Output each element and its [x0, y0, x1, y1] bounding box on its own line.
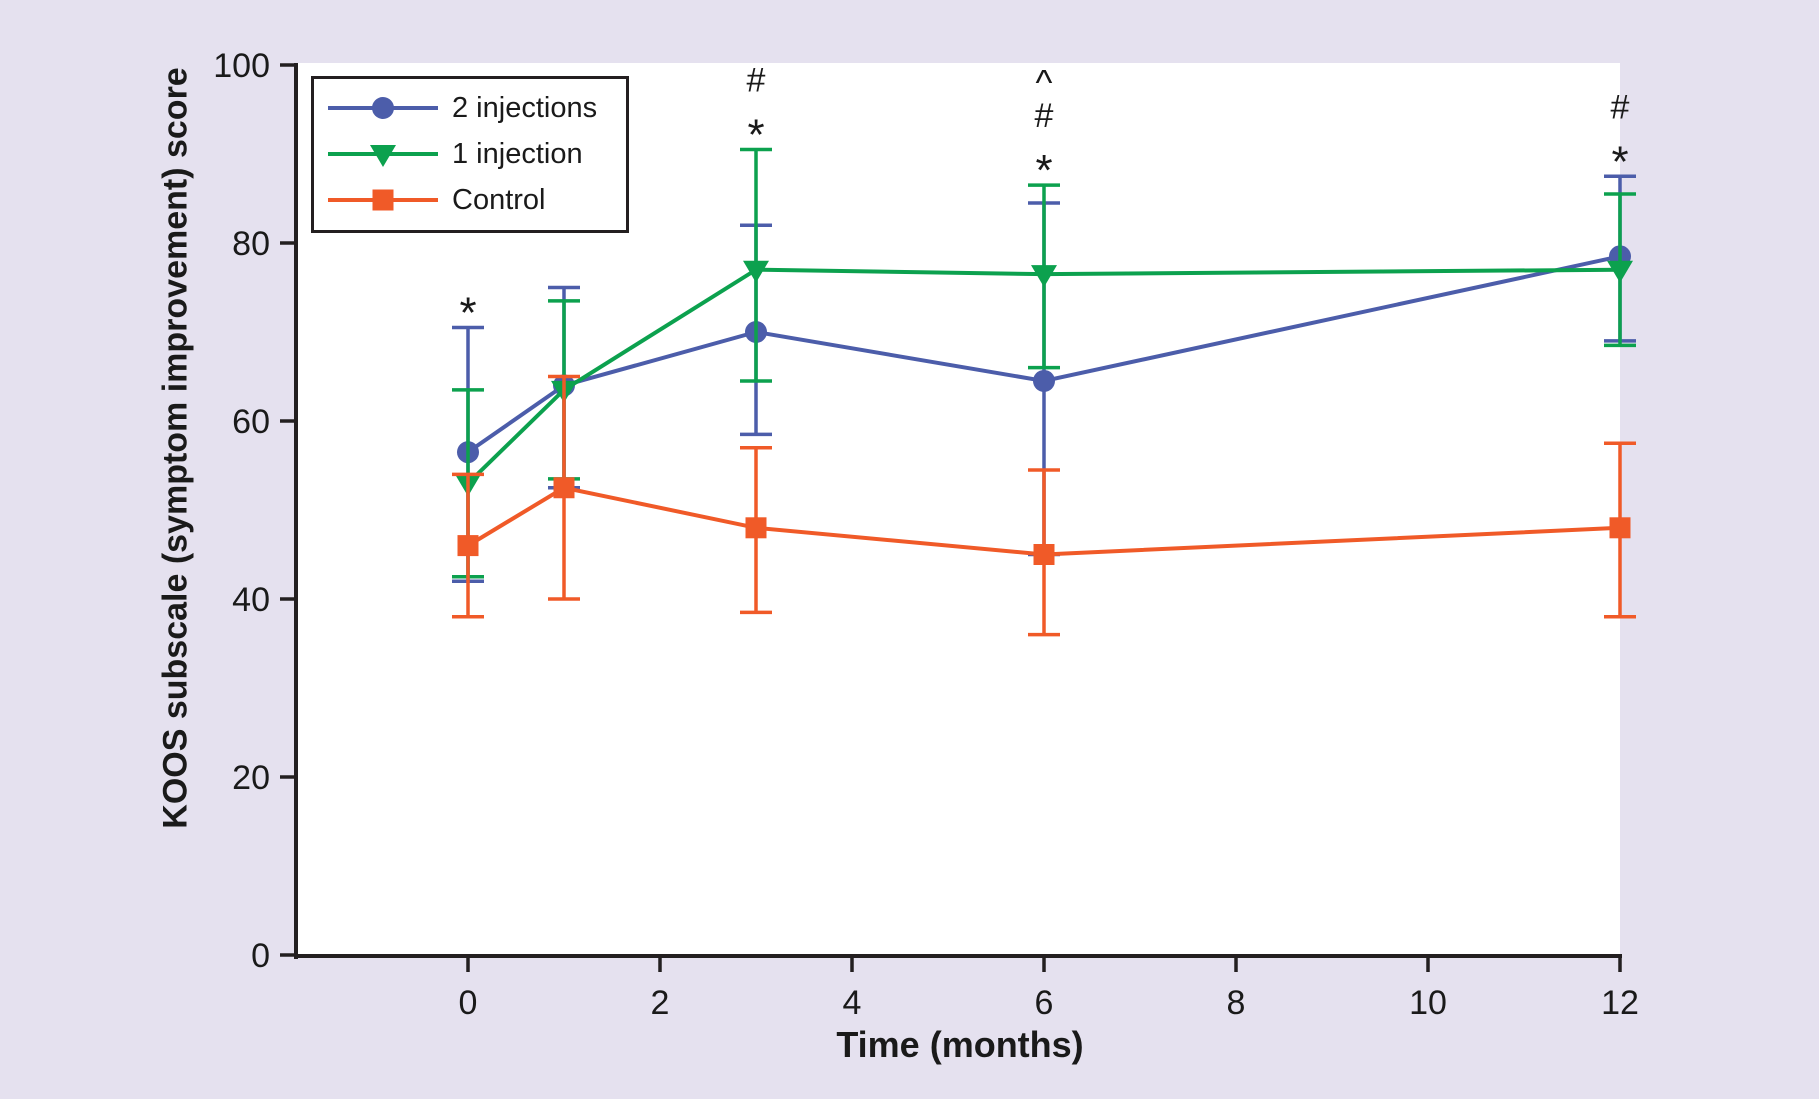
- control-point-month-0: [457, 535, 479, 557]
- legend-marker-square-icon: [328, 189, 438, 211]
- control-point-month-3: [745, 517, 767, 539]
- legend-label: Control: [452, 183, 546, 216]
- significance-symbol: *: [747, 111, 764, 160]
- y-tick-label-0: 0: [251, 937, 270, 975]
- 2-injections-point-month-6: [1033, 369, 1055, 392]
- y-tick-label-40: 40: [232, 581, 270, 619]
- legend-marker: [372, 97, 394, 119]
- significance-symbol: *: [1035, 146, 1052, 195]
- 1-injection-point-month-12: [1607, 260, 1633, 283]
- significance-markers-month-6: * #^: [1035, 62, 1054, 195]
- control-point-month-6: [1033, 544, 1055, 565]
- x-tick-label-8: 8: [1227, 984, 1246, 1022]
- control-point-month-1: [553, 477, 575, 499]
- significance-symbol: ^: [1036, 62, 1053, 103]
- y-axis-title: KOOS subscale (symptom improvement) scor…: [156, 67, 195, 829]
- legend-item-control: Control: [326, 177, 626, 223]
- legend-marker: [372, 189, 394, 211]
- x-tick-label-6: 6: [1035, 984, 1054, 1022]
- 1-injection-point-month-3: [743, 260, 769, 283]
- significance-markers-month-12: *#: [1611, 88, 1630, 186]
- legend-label: 1 injection: [452, 137, 583, 170]
- legend-item-2-injections: 2 injections: [326, 85, 626, 131]
- legend-label: 2 injections: [452, 91, 598, 124]
- significance-markers-month-3: *#: [747, 62, 766, 160]
- series-control: [452, 374, 1636, 637]
- legend: 2 injections 1 injection Control: [311, 76, 629, 233]
- significance-symbol: *: [1611, 137, 1628, 186]
- x-tick-label-2: 2: [651, 984, 670, 1022]
- x-tick-label-0: 0: [459, 984, 478, 1022]
- x-tick-label-10: 10: [1409, 984, 1447, 1022]
- significance-symbol: #: [1035, 97, 1054, 135]
- 1-injection-point-month-6: [1031, 265, 1057, 288]
- y-tick-label-60: 60: [232, 403, 270, 441]
- x-axis-title: Time (months): [836, 1024, 1084, 1065]
- significance-symbol: #: [747, 62, 766, 100]
- significance-symbol: *: [459, 289, 476, 338]
- x-tick-label-4: 4: [843, 984, 862, 1022]
- significance-symbol: #: [1611, 88, 1630, 126]
- legend-marker-circle-icon: [328, 97, 438, 119]
- control-point-month-12: [1609, 517, 1631, 539]
- y-tick-label-20: 20: [232, 759, 270, 797]
- legend-item-1-injection: 1 injection: [326, 131, 626, 177]
- y-tick-label-80: 80: [232, 225, 270, 263]
- x-tick-label-12: 12: [1601, 984, 1639, 1022]
- y-tick-label-100: 100: [213, 47, 270, 85]
- legend-marker-triangle-icon: [328, 145, 438, 167]
- legend-marker: [370, 145, 396, 167]
- significance-markers-month-0: *: [459, 289, 476, 338]
